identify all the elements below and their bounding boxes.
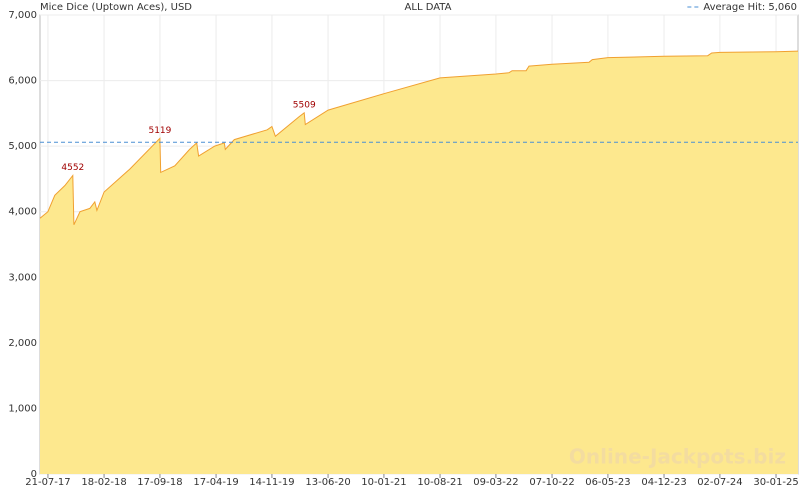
x-tick-label: 14-11-19 — [249, 477, 294, 488]
x-tick-label: 07-10-22 — [529, 477, 574, 488]
x-tick-label: 02-07-24 — [697, 477, 742, 488]
x-tick-label: 30-01-25 — [753, 477, 798, 488]
x-tick-label: 06-05-23 — [585, 477, 630, 488]
x-tick-label: 18-02-18 — [81, 477, 126, 488]
y-tick-label: 2,000 — [8, 338, 37, 349]
y-tick-label: 1,000 — [8, 403, 37, 414]
x-tick-label: 21-07-17 — [25, 477, 70, 488]
chart-subtitle: ALL DATA — [405, 2, 452, 13]
y-tick-label: 6,000 — [8, 76, 37, 87]
data-label: 4552 — [61, 163, 84, 173]
x-tick-label: 17-04-19 — [193, 477, 238, 488]
area-line — [39, 50, 799, 226]
y-tick-label: 0 — [31, 469, 37, 480]
y-tick-label: 3,000 — [8, 272, 37, 283]
watermark: Online-Jackpots.biz — [569, 445, 786, 469]
y-tick-label: 7,000 — [8, 10, 37, 21]
area-fill — [40, 51, 798, 474]
y-tick-label: 4,000 — [8, 207, 37, 218]
data-label: 5119 — [148, 126, 171, 136]
legend-label: Average Hit: 5,060 — [703, 2, 797, 13]
x-tick-label: 04-12-23 — [641, 477, 686, 488]
x-tick-label: 10-08-21 — [417, 477, 462, 488]
x-tick-label: 09-03-22 — [473, 477, 518, 488]
x-tick-label: 17-09-18 — [137, 477, 182, 488]
chart-title: Mice Dice (Uptown Aces), USD — [40, 2, 192, 13]
x-tick-label: 10-01-21 — [361, 477, 406, 488]
data-label: 5509 — [293, 100, 316, 110]
y-tick-label: 5,000 — [8, 141, 37, 152]
x-tick-label: 13-06-20 — [305, 477, 350, 488]
